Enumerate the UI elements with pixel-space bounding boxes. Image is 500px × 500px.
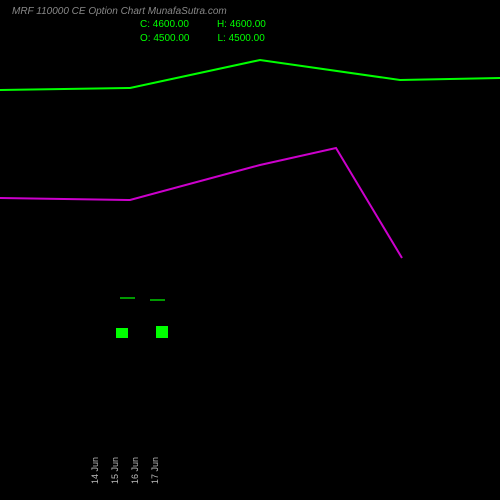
- price-line-upper: [0, 60, 500, 90]
- volume-bar: [116, 328, 128, 338]
- x-axis-label: 16 Jun: [130, 457, 140, 484]
- plot-svg: [0, 0, 500, 500]
- chart-container: MRF 110000 CE Option Chart MunafaSutra.c…: [0, 0, 500, 500]
- x-axis-labels: 14 Jun 15 Jun 16 Jun 17 Jun: [0, 444, 500, 492]
- x-axis-label: 17 Jun: [150, 457, 160, 484]
- volume-bar: [156, 326, 168, 338]
- x-axis-label: 14 Jun: [90, 457, 100, 484]
- bar-group: [116, 326, 168, 338]
- dash-group: [120, 298, 165, 300]
- x-axis-label: 15 Jun: [110, 457, 120, 484]
- price-line-lower: [0, 148, 402, 258]
